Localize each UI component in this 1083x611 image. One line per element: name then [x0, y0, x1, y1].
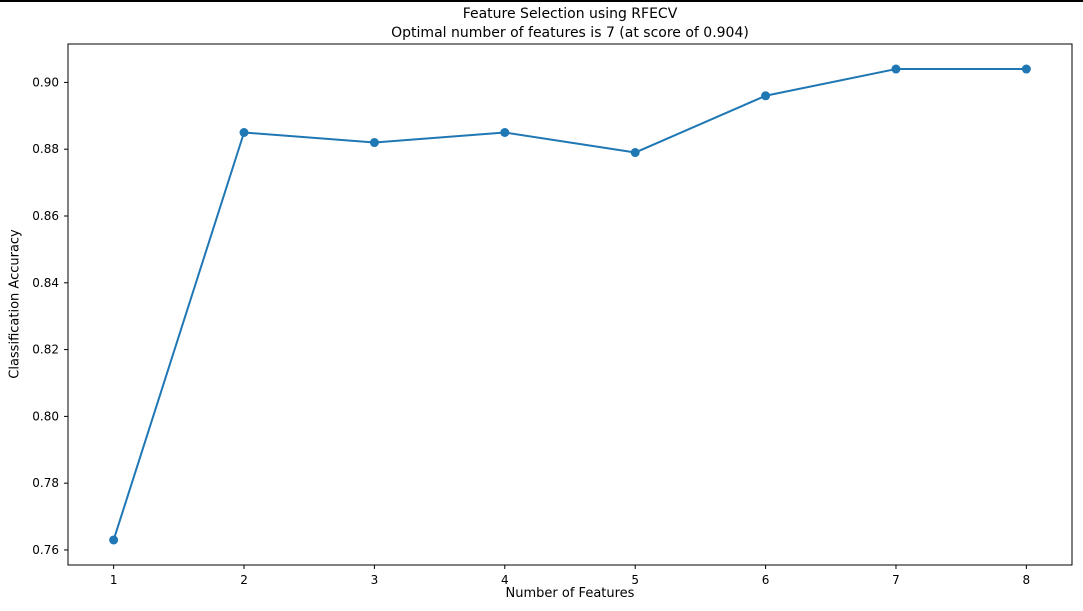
y-tick-label: 0.88 [32, 142, 59, 156]
top-rule [0, 0, 1083, 2]
y-axis-label: Classification Accuracy [7, 229, 23, 379]
data-point [109, 535, 119, 545]
data-point [500, 128, 510, 138]
chart-subtitle: Optimal number of features is 7 (at scor… [391, 25, 749, 41]
x-tick-label: 2 [240, 573, 248, 587]
x-tick-label: 4 [501, 573, 509, 587]
data-point [761, 91, 771, 101]
x-tick-label: 1 [110, 573, 118, 587]
x-tick-label: 8 [1023, 573, 1031, 587]
y-tick-label: 0.80 [32, 409, 59, 423]
x-axis-label: Number of Features [505, 586, 635, 601]
x-tick-label: 7 [892, 573, 900, 587]
data-point [369, 138, 379, 148]
x-tick-label: 3 [371, 573, 379, 587]
data-point [1021, 64, 1031, 74]
data-point [891, 64, 901, 74]
x-tick-label: 5 [631, 573, 639, 587]
y-tick-label: 0.86 [32, 209, 59, 223]
y-tick-label: 0.76 [32, 543, 59, 557]
chart-title: Feature Selection using RFECV [462, 6, 678, 22]
x-tick-label: 6 [762, 573, 770, 587]
data-point [630, 148, 640, 158]
chart-titles: Feature Selection using RFECV Optimal nu… [68, 5, 1072, 43]
y-tick-label: 0.82 [32, 343, 59, 357]
y-tick-label: 0.90 [32, 75, 59, 89]
data-line [112, 68, 1028, 541]
y-tick-label: 0.78 [32, 476, 59, 490]
y-tick-label: 0.84 [32, 276, 59, 290]
plot-border [67, 43, 1073, 566]
data-point [239, 128, 249, 138]
